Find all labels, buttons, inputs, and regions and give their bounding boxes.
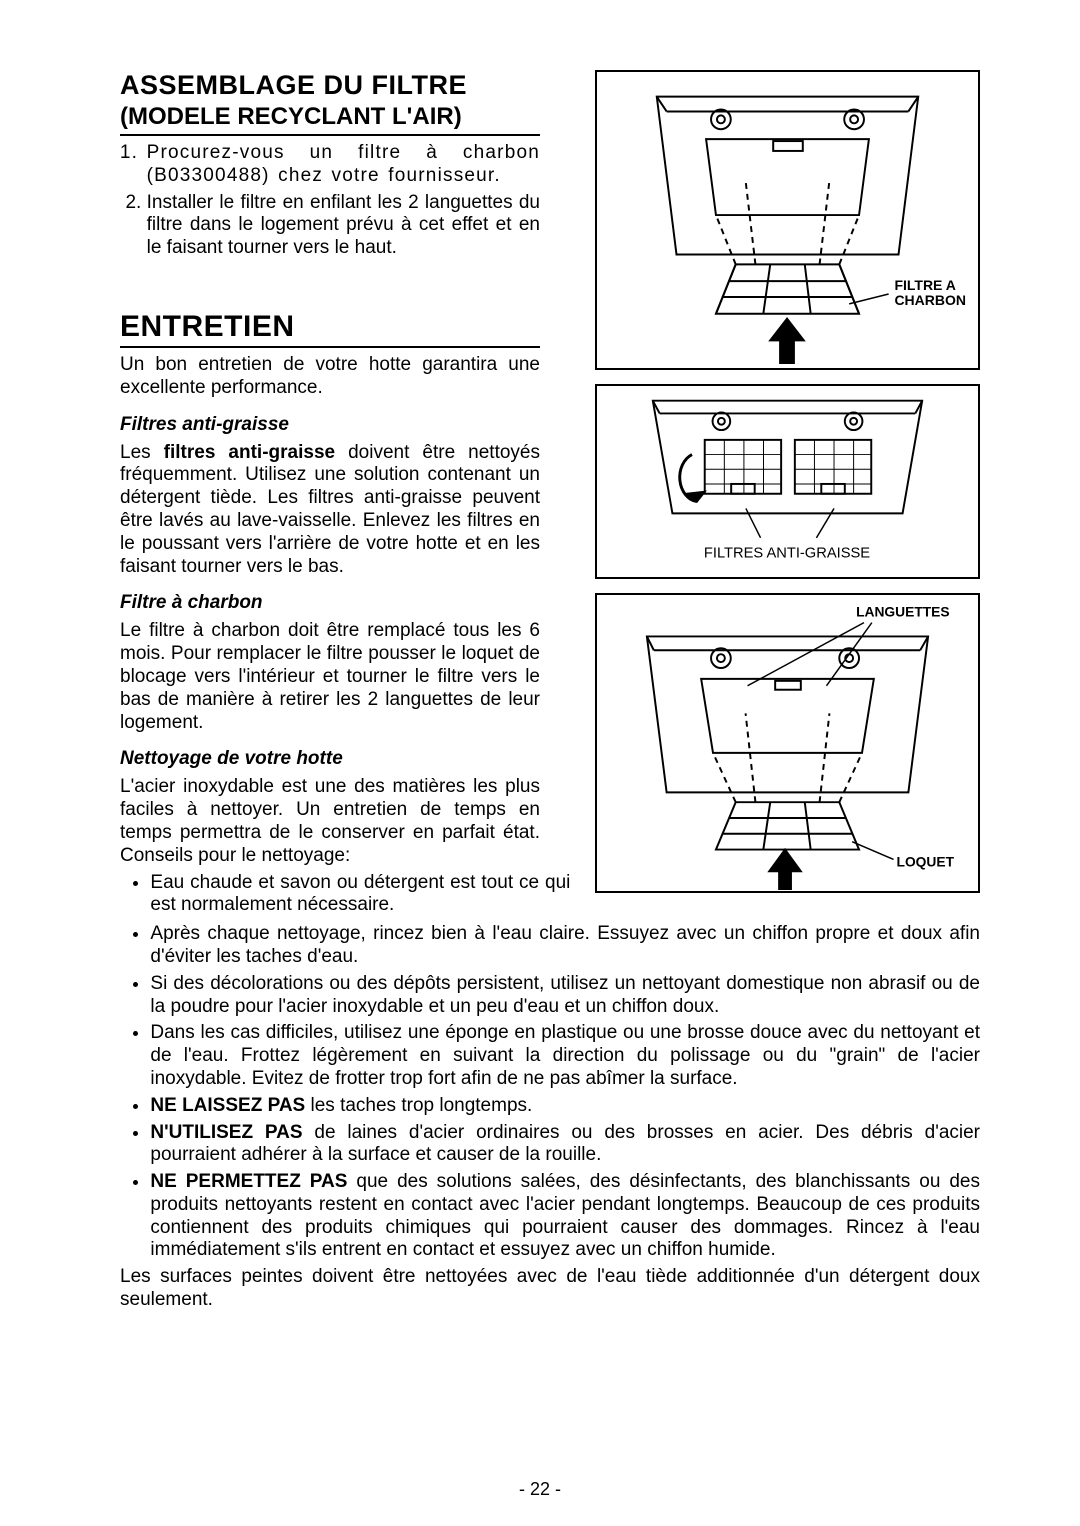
step-2: Installer le filtre en enfilant les 2 la… (147, 192, 540, 260)
sub1-body: Les filtres anti-graisse doivent être ne… (120, 442, 540, 579)
bullets-wide: Après chaque nettoyage, rincez bien à l'… (120, 923, 980, 1262)
diagram-1-svg (597, 72, 978, 368)
fig3-label-languettes: LANGUETTES (856, 604, 950, 620)
left-column: ASSEMBLAGE DU FILTRE (MODELE RECYCLANT L… (120, 70, 540, 921)
figure-languettes-loquet: LANGUETTES LOQUET (595, 593, 980, 893)
entretien-heading: ENTRETIEN (120, 310, 540, 348)
sub3-body: L'acier inoxydable est une des matières … (120, 776, 540, 867)
bullet-item: Dans les cas difficiles, utilisez une ép… (150, 1022, 980, 1090)
bullet-item: NE LAISSEZ PAS les taches trop longtemps… (150, 1095, 980, 1118)
full-width-content: Après chaque nettoyage, rincez bien à l'… (120, 923, 980, 1312)
bullet-item: Eau chaude et savon ou détergent est tou… (150, 872, 570, 918)
sub2-body: Le filtre à charbon doit être remplacé t… (120, 620, 540, 734)
fig2-label: FILTRES ANTI-GRAISSE (704, 545, 870, 561)
step-1: Procurez-vous un filtre à charbon (B0330… (147, 142, 540, 188)
document-page: ASSEMBLAGE DU FILTRE (MODELE RECYCLANT L… (0, 0, 1080, 1526)
entretien-intro: Un bon entretien de votre hotte garantir… (120, 354, 540, 400)
figure-filtre-a-charbon: FILTRE ACHARBON (595, 70, 980, 370)
diagram-3-svg: LANGUETTES LOQUET (597, 595, 978, 891)
diagram-2-svg: FILTRES ANTI-GRAISSE (597, 386, 978, 577)
fig1-label-text: FILTRE ACHARBON (894, 278, 966, 309)
bullet-item: Après chaque nettoyage, rincez bien à l'… (150, 923, 980, 969)
heading-line1: ASSEMBLAGE DU FILTRE (120, 70, 540, 101)
bullets-narrow: Eau chaude et savon ou détergent est tou… (120, 872, 570, 918)
fig3-label-loquet: LOQUET (897, 853, 955, 869)
page-number: - 22 - (0, 1479, 1080, 1500)
sub3-title: Nettoyage de votre hotte (120, 748, 540, 770)
bullet-item: N'UTILISEZ PAS de laines d'acier ordinai… (150, 1122, 980, 1168)
right-column-figures: FILTRE ACHARBON (595, 70, 980, 893)
bullet-item: NE PERMETTEZ PAS que des solutions salée… (150, 1171, 980, 1262)
assembly-steps: Procurez-vous un filtre à charbon (B0330… (120, 142, 540, 260)
figure-filtres-anti-graisse: FILTRES ANTI-GRAISSE (595, 384, 980, 579)
sub2-title: Filtre à charbon (120, 592, 540, 614)
closing-paragraph: Les surfaces peintes doivent être nettoy… (120, 1266, 980, 1312)
bullet-item: Si des décolorations ou des dépôts persi… (150, 973, 980, 1019)
heading-line2: (MODELE RECYCLANT L'AIR) (120, 103, 540, 136)
sub1-title: Filtres anti-graisse (120, 414, 540, 436)
